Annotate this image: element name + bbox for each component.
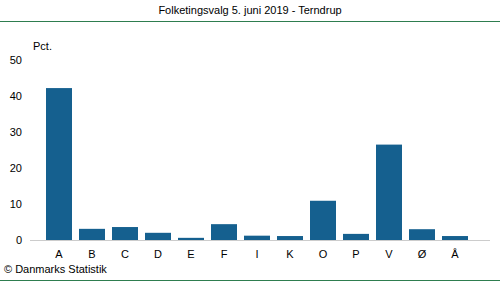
bar [46, 88, 72, 240]
bar [442, 236, 468, 240]
bar [79, 229, 105, 240]
bar [145, 233, 171, 240]
x-tick-label: V [385, 248, 393, 260]
bar [343, 234, 369, 240]
y-tick [24, 168, 28, 169]
x-tick-label: I [255, 248, 258, 260]
y-tick [24, 60, 28, 61]
y-tick [24, 240, 28, 241]
bar [211, 224, 237, 240]
bar [277, 236, 303, 240]
y-tick [24, 132, 28, 133]
x-tick-label: A [55, 248, 63, 260]
bar [112, 227, 138, 240]
title: Folketingsvalg 5. juni 2019 - Terndrup [158, 4, 341, 16]
y-tick-label: 10 [10, 198, 22, 210]
bars [46, 88, 468, 240]
x-axis [30, 240, 490, 241]
y-tick-label: 40 [10, 90, 22, 102]
header-rule [0, 21, 500, 22]
x-tick-label: P [352, 248, 359, 260]
bar [376, 145, 402, 240]
x-tick-label: E [187, 248, 194, 260]
footer-rule [0, 280, 500, 281]
x-tick-label: K [286, 248, 294, 260]
bar [409, 229, 435, 240]
chart: Folketingsvalg 5. juni 2019 - Terndrup Pc… [0, 0, 500, 282]
x-tick-label: Å [451, 248, 459, 260]
y-tick-label: 0 [16, 234, 22, 246]
x-tick-label: O [319, 248, 328, 260]
x-tick-label: F [221, 248, 228, 260]
y-tick-label: 30 [10, 126, 22, 138]
y-tick-label: 20 [10, 162, 22, 174]
x-tick-label: Ø [418, 248, 427, 260]
x-tick-label: D [154, 248, 162, 260]
bar [244, 236, 270, 240]
y-tick-label: 50 [10, 54, 22, 66]
bar [310, 201, 336, 240]
y-label: Pct. [33, 40, 52, 52]
x-tick-label: B [88, 248, 95, 260]
y-tick [24, 96, 28, 97]
source: © Danmarks Statistik [4, 263, 107, 275]
bar [178, 238, 204, 240]
x-tick-label: C [121, 248, 129, 260]
y-tick [24, 204, 28, 205]
